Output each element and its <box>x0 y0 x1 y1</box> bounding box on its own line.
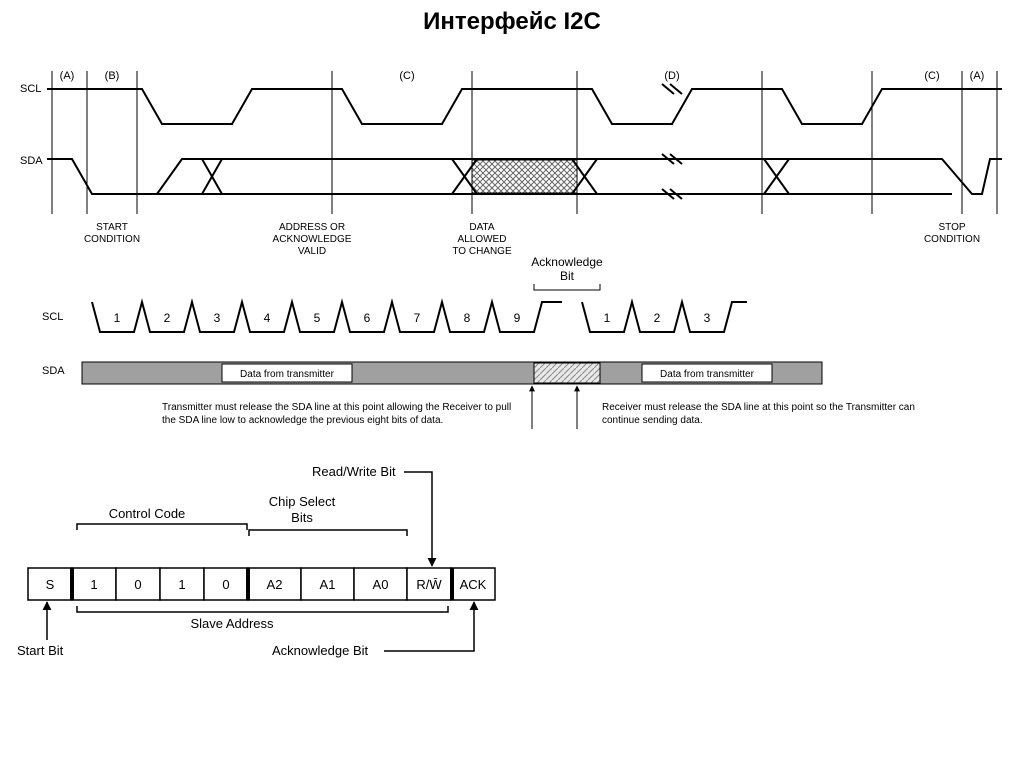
pulse-num: 7 <box>414 311 421 325</box>
start-bit-label: Start Bit <box>17 643 64 658</box>
pulse-num: 8 <box>464 311 471 325</box>
mark-b: (B) <box>105 70 120 82</box>
byte-cell-label: A0 <box>373 577 389 592</box>
mark-a: (A) <box>60 70 75 82</box>
pulse-num: 5 <box>314 311 321 325</box>
byte-cells: S 1 0 1 0 A2 A1 A0 R/W̄ ACK <box>28 568 495 600</box>
pulse-num: 2 <box>164 311 171 325</box>
ctrl-label: Control Code <box>109 506 186 521</box>
byte-cell-label: ACK <box>460 577 487 592</box>
mark-c: (C) <box>399 70 414 82</box>
svg-text:ALLOWED: ALLOWED <box>458 234 507 245</box>
caption-addr: ADDRESS OR ACKNOWLEDGE VALID <box>273 222 352 257</box>
byte-cell-label: A1 <box>320 577 336 592</box>
ack-bit-label-1: Acknowledge <box>531 255 603 269</box>
byte-cell-label: 1 <box>178 577 185 592</box>
byte-cell-label: A2 <box>267 577 283 592</box>
cs-label-1: Chip Select <box>269 494 336 509</box>
svg-text:VALID: VALID <box>298 246 326 257</box>
ack-slot <box>534 363 600 383</box>
pulse-num: 6 <box>364 311 371 325</box>
clock-figure: Acknowledge Bit SCL SDA 1 2 3 4 5 6 7 8 9 1 2 3 Dat… <box>12 254 1012 454</box>
svg-text:ACKNOWLEDGE: ACKNOWLEDGE <box>273 234 352 245</box>
ack-bit-label-2: Bit <box>560 269 575 283</box>
page-title: Интерфейс I2C <box>12 8 1012 36</box>
svg-text:DATA: DATA <box>469 222 495 233</box>
svg-text:TO CHANGE: TO CHANGE <box>452 246 512 257</box>
svg-text:CONDITION: CONDITION <box>924 234 980 245</box>
scl-label-2: SCL <box>42 311 63 323</box>
caption-data: DATA ALLOWED TO CHANGE <box>452 222 512 257</box>
byte-cell-label: S <box>46 577 55 592</box>
pulse-num: 1 <box>114 311 121 325</box>
svg-text:ADDRESS OR: ADDRESS OR <box>279 222 345 233</box>
svg-text:START: START <box>96 222 128 233</box>
byte-cell-label: R/W̄ <box>416 577 442 592</box>
pulse-num: 2 <box>654 311 661 325</box>
caption-stop: STOP CONDITION <box>924 222 980 245</box>
data-change-region <box>472 160 577 193</box>
caption-start: START CONDITION <box>84 222 140 245</box>
mark-c2: (C) <box>924 70 939 82</box>
tx-text-2: Data from transmitter <box>660 369 755 380</box>
pulse-num: 3 <box>704 311 711 325</box>
note-right: Receiver must release the SDA line at th… <box>602 402 922 427</box>
byte-cell-label: 0 <box>222 577 229 592</box>
byte-cell-label: 1 <box>90 577 97 592</box>
tx-text-1: Data from transmitter <box>240 369 335 380</box>
mark-a2: (A) <box>970 70 985 82</box>
byte-figure: Read/Write Bit Control Code Chip Select … <box>12 460 572 660</box>
byte-cell-label: 0 <box>134 577 141 592</box>
sda-label: SDA <box>20 155 43 167</box>
pulse-num: 3 <box>214 311 221 325</box>
slave-label: Slave Address <box>190 616 274 631</box>
rw-label: Read/Write Bit <box>312 464 396 479</box>
svg-text:STOP: STOP <box>938 222 965 233</box>
pulse-num: 4 <box>264 311 271 325</box>
ack-bit-label: Acknowledge Bit <box>272 643 368 658</box>
scl-wave <box>47 89 1002 124</box>
scl-label: SCL <box>20 83 41 95</box>
mark-d: (D) <box>664 70 679 82</box>
pulse-num: 9 <box>514 311 521 325</box>
sda-label-2: SDA <box>42 365 65 377</box>
note-left: Transmitter must release the SDA line at… <box>162 402 522 427</box>
cs-label-2: Bits <box>291 510 313 525</box>
pulse-num: 1 <box>604 311 611 325</box>
svg-text:CONDITION: CONDITION <box>84 234 140 245</box>
timing-diagram: (A) (B) (C) (D) (C) (A) SCL SDA START <box>12 44 1012 264</box>
